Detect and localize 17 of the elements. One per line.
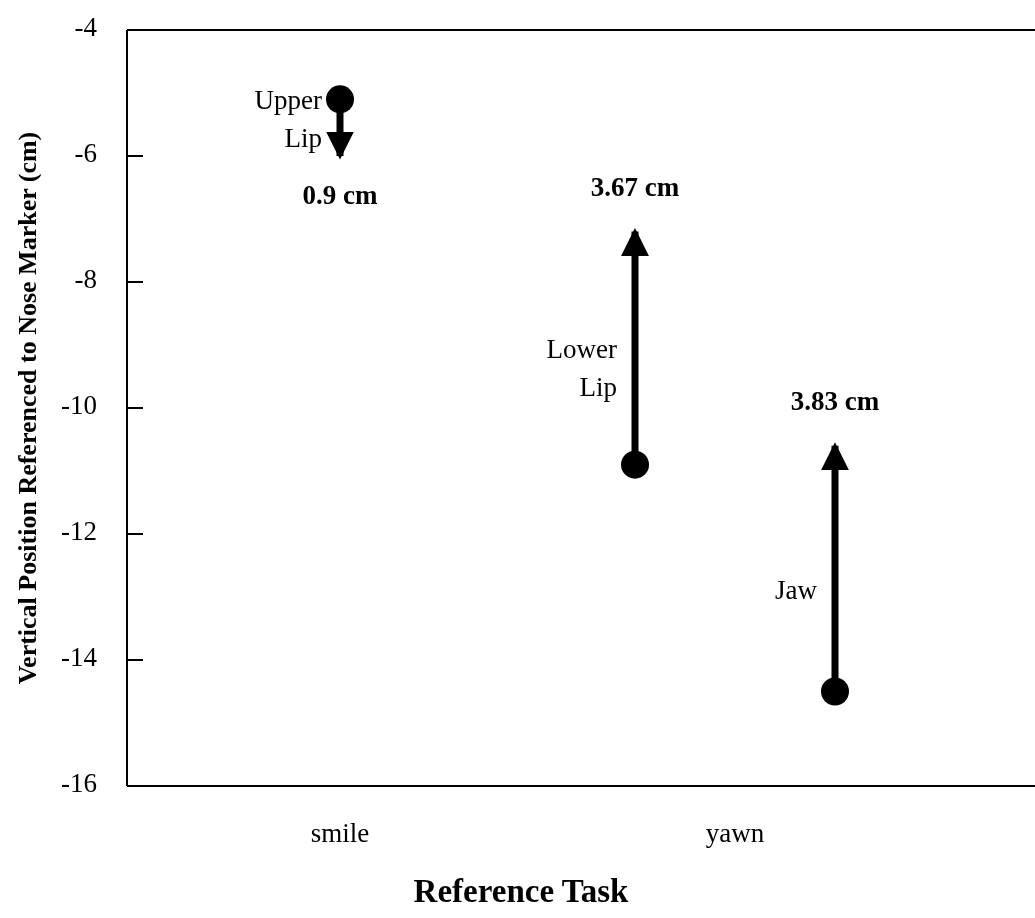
y-tick-label: -16 <box>61 768 97 799</box>
text: Jaw <box>775 575 818 606</box>
series-label: Lower Lip <box>546 334 618 403</box>
series-label: Upper Lip <box>254 85 322 154</box>
x-axis-title: Reference Task <box>413 872 630 909</box>
y-tick-label: -8 <box>74 264 97 295</box>
y-tick-label: -10 <box>61 390 97 421</box>
y-tick-label: -14 <box>61 642 98 673</box>
x-tick-label: smile <box>310 818 370 849</box>
y-tick-label: -12 <box>61 516 97 547</box>
x-tick-label: yawn <box>705 818 765 849</box>
y-tick-label: -4 <box>74 12 98 43</box>
annotation: 3.83 cm <box>790 386 880 416</box>
y-tick-label: -6 <box>74 138 97 169</box>
annotation: 3.67 cm <box>590 171 680 202</box>
y-axis-title: Vertical Position Referenced to Nose Marker (cm) <box>12 131 42 685</box>
annotation: 0.9 cm <box>302 180 378 211</box>
